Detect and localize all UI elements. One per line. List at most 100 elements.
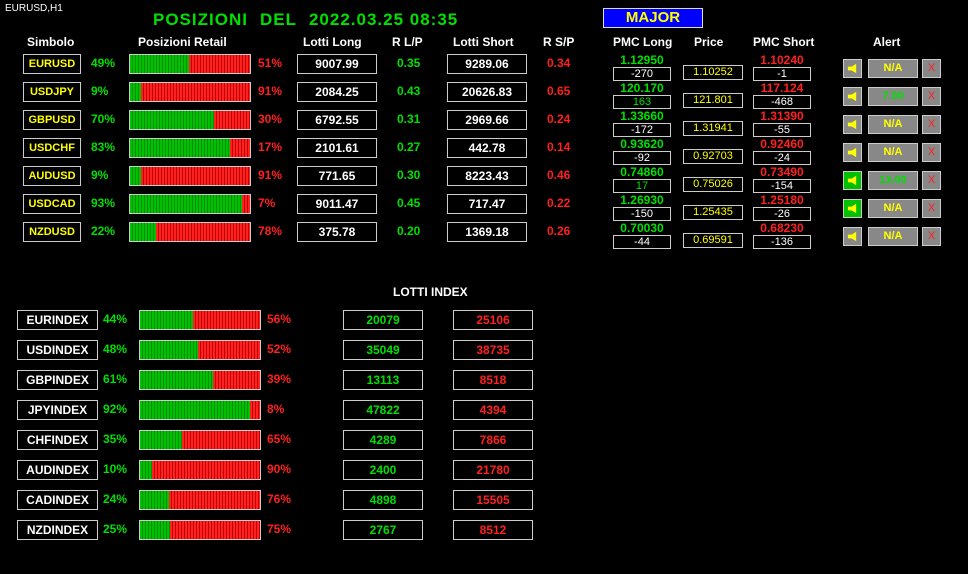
index-name-button[interactable]: CADINDEX [17, 490, 98, 510]
pmc-long-diff: -44 [613, 235, 671, 249]
title-del: DEL [259, 10, 297, 29]
index-name-button[interactable]: NZDINDEX [17, 520, 98, 540]
index-name-button[interactable]: EURINDEX [17, 310, 98, 330]
bar-short-fill [188, 55, 250, 73]
r-sp-value: 0.24 [547, 112, 571, 126]
bar-short-fill [241, 195, 250, 213]
pmc-short: 1.25180 -26 [753, 194, 811, 221]
pmc-long: 1.12950 -270 [613, 54, 671, 81]
pmc-short: 117.124 -468 [753, 82, 811, 109]
price-value: 1.25435 [683, 205, 743, 220]
index-short-percent: 75% [267, 522, 292, 536]
pmc-short-value: 1.25180 [760, 193, 804, 207]
index-long-lots: 2767 [343, 520, 423, 540]
header-simbolo: Simbolo [27, 35, 75, 49]
bar-long-fill [130, 223, 157, 241]
bar-short-fill [250, 401, 260, 419]
pmc-short-diff: -26 [753, 207, 811, 221]
alert-value-field[interactable]: N/A [868, 143, 918, 162]
index-position-bar [139, 310, 261, 330]
header-r-lp: R L/P [392, 35, 423, 49]
bar-long-fill [140, 371, 214, 389]
index-short-percent: 39% [267, 372, 292, 386]
lotti-short-value: 1369.18 [447, 222, 527, 242]
index-name-button[interactable]: USDINDEX [17, 340, 98, 360]
alert-bell-icon[interactable] [843, 171, 862, 190]
r-lp-value: 0.43 [397, 84, 421, 98]
r-lp-value: 0.31 [397, 112, 421, 126]
pmc-short: 1.31390 -55 [753, 110, 811, 137]
lotti-short-value: 2969.66 [447, 110, 527, 130]
index-long-lots: 2400 [343, 460, 423, 480]
pmc-short-diff: -136 [753, 235, 811, 249]
symbol-button[interactable]: EURUSD [23, 54, 81, 74]
index-long-percent: 44% [103, 312, 128, 326]
long-percent: 49% [91, 56, 116, 70]
index-name-button[interactable]: JPYINDEX [17, 400, 98, 420]
index-position-bar [139, 370, 261, 390]
alert-value-field[interactable]: N/A [868, 59, 918, 78]
symbol-button[interactable]: NZDUSD [23, 222, 81, 242]
alert-bell-icon[interactable] [843, 199, 862, 218]
pmc-long: 120.170 163 [613, 82, 671, 109]
alert-bell-icon[interactable] [843, 59, 862, 78]
header-price: Price [694, 35, 724, 49]
pmc-long: 1.26930 -150 [613, 194, 671, 221]
bar-short-fill [156, 223, 250, 241]
major-button[interactable]: MAJOR [603, 8, 703, 28]
bar-short-fill [192, 311, 260, 329]
pmc-long-diff: -150 [613, 207, 671, 221]
index-short-percent: 56% [267, 312, 292, 326]
index-long-percent: 92% [103, 402, 128, 416]
alert-value-field[interactable]: N/A [868, 115, 918, 134]
index-short-percent: 90% [267, 462, 292, 476]
alert-value-field[interactable]: 7.00 [868, 87, 918, 106]
alert-close-button[interactable]: X [922, 59, 941, 78]
retail-position-bar [129, 54, 251, 74]
title-prefix: POSIZIONI [153, 10, 248, 29]
symbol-button[interactable]: USDCHF [23, 138, 81, 158]
alert-close-button[interactable]: X [922, 227, 941, 246]
index-name-button[interactable]: CHFINDEX [17, 430, 98, 450]
alert-value-field[interactable]: N/A [868, 227, 918, 246]
alert-close-button[interactable]: X [922, 171, 941, 190]
alert-bell-icon[interactable] [843, 87, 862, 106]
pmc-short-value: 0.73490 [760, 165, 804, 179]
index-name-button[interactable]: GBPINDEX [17, 370, 98, 390]
index-long-lots: 4898 [343, 490, 423, 510]
symbol-button[interactable]: USDCAD [23, 194, 81, 214]
index-position-bar [139, 520, 261, 540]
symbol-button[interactable]: GBPUSD [23, 110, 81, 130]
alert-close-button[interactable]: X [922, 115, 941, 134]
short-percent: 91% [258, 84, 283, 98]
alert-value-field[interactable]: N/A [868, 199, 918, 218]
pmc-short-diff: -55 [753, 123, 811, 137]
r-lp-value: 0.45 [397, 196, 421, 210]
symbol-button[interactable]: USDJPY [23, 82, 81, 102]
r-sp-value: 0.22 [547, 196, 571, 210]
alert-close-button[interactable]: X [922, 143, 941, 162]
index-long-lots: 20079 [343, 310, 423, 330]
pmc-long-diff: -92 [613, 151, 671, 165]
lotti-long-value: 2084.25 [297, 82, 377, 102]
index-name-button[interactable]: AUDINDEX [17, 460, 98, 480]
alert-close-button[interactable]: X [922, 199, 941, 218]
alert-bell-icon[interactable] [843, 115, 862, 134]
lotti-long-value: 9011.47 [297, 194, 377, 214]
alert-close-button[interactable]: X [922, 87, 941, 106]
index-row: JPYINDEX 92% 8% 47822 4394 [0, 400, 968, 422]
alert-bell-icon[interactable] [843, 227, 862, 246]
symbol-button[interactable]: AUDUSD [23, 166, 81, 186]
pmc-short-diff: -468 [753, 95, 811, 109]
alert-value-field[interactable]: 13.00 [868, 171, 918, 190]
chart-symbol-label: EURUSD,H1 [5, 3, 63, 14]
retail-position-bar [129, 82, 251, 102]
index-short-lots: 8518 [453, 370, 533, 390]
pair-row: USDCHF 83% 17% 2101.61 0.27 442.78 0.14 0.93620… [0, 137, 968, 165]
r-sp-value: 0.34 [547, 56, 571, 70]
pmc-long-value: 0.93620 [620, 137, 664, 151]
long-percent: 9% [91, 168, 109, 182]
alert-bell-icon[interactable] [843, 143, 862, 162]
bar-long-fill [130, 139, 230, 157]
pmc-long-diff: 17 [613, 179, 671, 193]
